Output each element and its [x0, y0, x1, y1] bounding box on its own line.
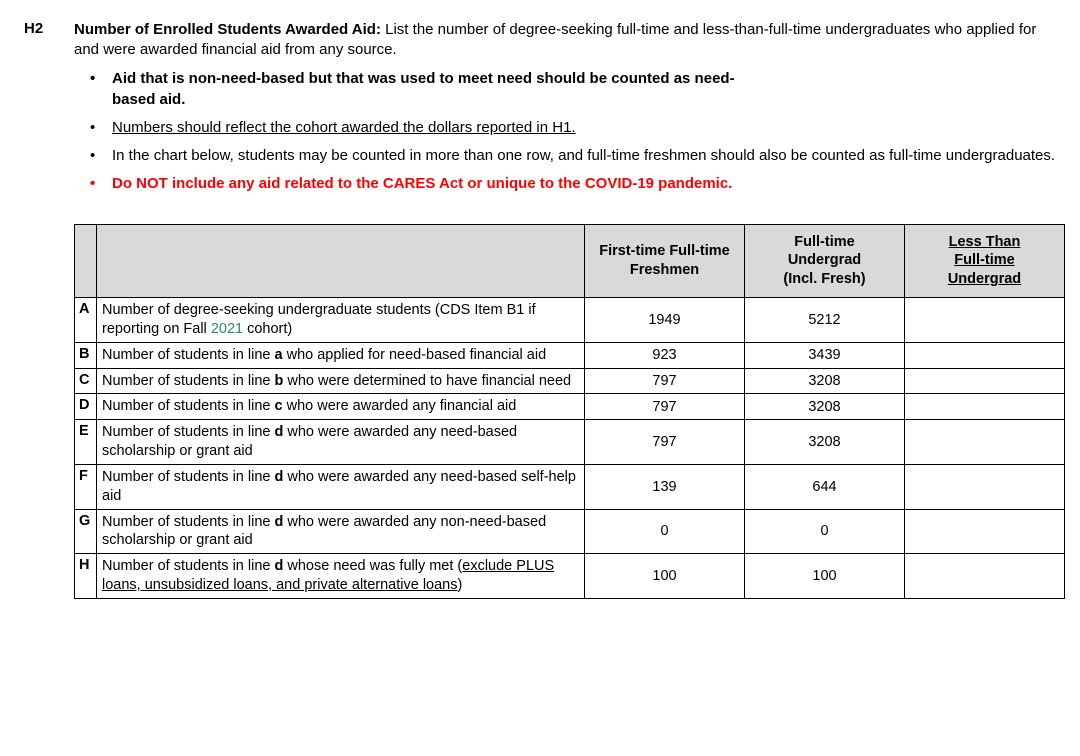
bullet-text: Do NOT include any aid related to the CA…	[112, 175, 732, 192]
bullet-text-line2: based aid.	[112, 91, 185, 108]
table-row: B Number of students in line a who appli…	[75, 342, 1065, 368]
table-body: A Number of degree-seeking undergraduate…	[75, 298, 1065, 599]
row-desc: Number of degree-seeking undergraduate s…	[97, 298, 585, 343]
bullet-item-warning: Do NOT include any aid related to the CA…	[86, 173, 1056, 194]
aid-table: First-time Full-time Freshmen Full-time …	[74, 224, 1065, 600]
row-desc: Number of students in line d who were aw…	[97, 420, 585, 465]
row-letter: G	[75, 509, 97, 554]
row-val-1: 100	[585, 554, 745, 599]
section-code: H2	[24, 20, 74, 37]
table-header-col3: Less Than Full-time Undergrad	[905, 224, 1065, 298]
desc-ref: c	[274, 398, 282, 414]
table-row: G Number of students in line d who were …	[75, 509, 1065, 554]
row-desc: Number of students in line d whose need …	[97, 554, 585, 599]
desc-ref: b	[274, 373, 283, 389]
desc-text: Number of students in line	[102, 514, 274, 530]
desc-text: Number of students in line	[102, 469, 274, 485]
desc-text: who were awarded any financial aid	[283, 398, 517, 414]
th-line: Less Than	[949, 234, 1021, 250]
desc-text: Number of students in line	[102, 398, 274, 414]
table-row: F Number of students in line d who were …	[75, 464, 1065, 509]
desc-text: Number of students in line	[102, 424, 274, 440]
table-row: H Number of students in line d whose nee…	[75, 554, 1065, 599]
table-row: D Number of students in line c who were …	[75, 394, 1065, 420]
row-letter: B	[75, 342, 97, 368]
row-val-2: 3208	[745, 368, 905, 394]
row-val-3	[905, 554, 1065, 599]
row-val-3	[905, 464, 1065, 509]
th-line: Undergrad	[788, 252, 861, 268]
th-line: Full-time	[954, 252, 1014, 268]
desc-text: whose need was fully met (	[283, 558, 462, 574]
row-desc: Number of students in line a who applied…	[97, 342, 585, 368]
row-desc: Number of students in line c who were aw…	[97, 394, 585, 420]
table-row: C Number of students in line b who were …	[75, 368, 1065, 394]
section-header: H2 Number of Enrolled Students Awarded A…	[24, 20, 1056, 61]
row-val-1: 797	[585, 368, 745, 394]
row-letter: F	[75, 464, 97, 509]
bullet-text: In the chart below, students may be coun…	[112, 147, 1055, 164]
table-header-col1: First-time Full-time Freshmen	[585, 224, 745, 298]
row-val-2: 0	[745, 509, 905, 554]
section-title-bold: Number of Enrolled Students Awarded Aid:	[74, 21, 381, 38]
desc-text: Number of degree-seeking undergraduate s…	[102, 302, 536, 337]
row-val-2: 644	[745, 464, 905, 509]
row-val-3	[905, 368, 1065, 394]
row-desc: Number of students in line d who were aw…	[97, 464, 585, 509]
section-title: Number of Enrolled Students Awarded Aid:…	[74, 20, 1056, 61]
row-val-3	[905, 394, 1065, 420]
bullet-text-line1: Aid that is non-need-based but that was …	[112, 70, 735, 87]
desc-text: )	[457, 577, 462, 593]
desc-ref: a	[274, 347, 282, 363]
row-desc: Number of students in line b who were de…	[97, 368, 585, 394]
desc-ref: d	[274, 514, 283, 530]
desc-text: Number of students in line	[102, 373, 274, 389]
desc-ref: d	[274, 558, 283, 574]
row-val-3	[905, 509, 1065, 554]
table-header-blank	[75, 224, 97, 298]
row-val-2: 100	[745, 554, 905, 599]
desc-text: Number of students in line	[102, 347, 274, 363]
th-line: (Incl. Fresh)	[783, 271, 865, 287]
row-val-1: 1949	[585, 298, 745, 343]
row-val-2: 3439	[745, 342, 905, 368]
row-val-1: 139	[585, 464, 745, 509]
row-val-1: 923	[585, 342, 745, 368]
row-letter: D	[75, 394, 97, 420]
desc-text: cohort)	[243, 321, 292, 337]
bullet-item: In the chart below, students may be coun…	[86, 145, 1056, 166]
table-row: A Number of degree-seeking undergraduate…	[75, 298, 1065, 343]
row-val-1: 797	[585, 394, 745, 420]
row-letter: H	[75, 554, 97, 599]
row-desc: Number of students in line d who were aw…	[97, 509, 585, 554]
row-val-1: 797	[585, 420, 745, 465]
th-line: Full-time	[794, 234, 854, 250]
row-letter: E	[75, 420, 97, 465]
table-row: E Number of students in line d who were …	[75, 420, 1065, 465]
desc-year: 2021	[211, 321, 243, 337]
row-val-2: 5212	[745, 298, 905, 343]
row-val-3	[905, 342, 1065, 368]
bullet-text: Numbers should reflect the cohort awarde…	[112, 119, 576, 136]
row-val-1: 0	[585, 509, 745, 554]
bullet-list: Aid that is non-need-based but that was …	[86, 68, 1056, 194]
th-line: Undergrad	[948, 271, 1021, 287]
desc-text: who were determined to have financial ne…	[283, 373, 571, 389]
table-header-row: First-time Full-time Freshmen Full-time …	[75, 224, 1065, 298]
row-val-3	[905, 420, 1065, 465]
desc-text: Number of students in line	[102, 558, 274, 574]
table-header-col2: Full-time Undergrad (Incl. Fresh)	[745, 224, 905, 298]
bullet-item: Aid that is non-need-based but that was …	[86, 68, 1056, 110]
desc-ref: d	[274, 469, 283, 485]
row-letter: A	[75, 298, 97, 343]
bullet-item: Numbers should reflect the cohort awarde…	[86, 117, 1056, 138]
row-val-3	[905, 298, 1065, 343]
table-header-blank	[97, 224, 585, 298]
row-val-2: 3208	[745, 394, 905, 420]
row-letter: C	[75, 368, 97, 394]
desc-ref: d	[274, 424, 283, 440]
row-val-2: 3208	[745, 420, 905, 465]
desc-text: who applied for need-based financial aid	[283, 347, 547, 363]
